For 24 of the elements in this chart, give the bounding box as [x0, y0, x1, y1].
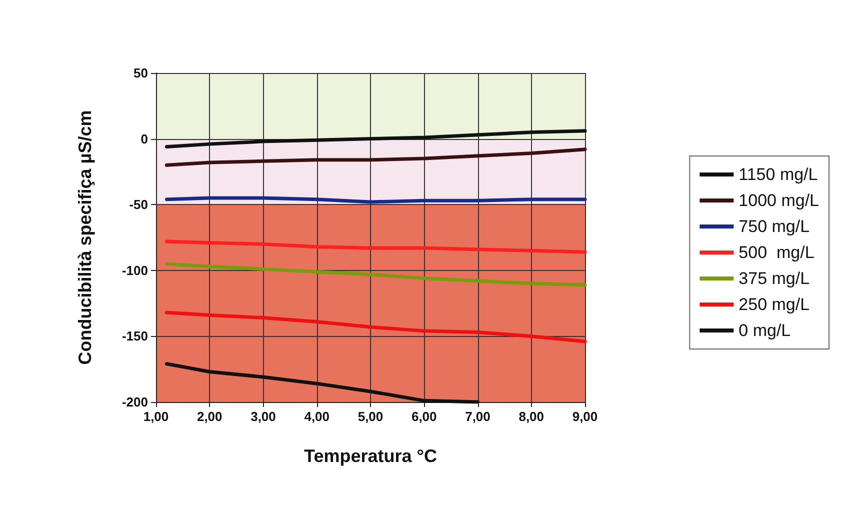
y-tick-label: -150: [122, 328, 148, 344]
legend-label: 500 mg/L: [738, 243, 814, 262]
legend-label: 375 mg/L: [738, 269, 810, 288]
x-tick-label: 6,00: [411, 409, 437, 424]
x-tick-label: 9,00: [572, 409, 598, 424]
y-tick-label: 0: [140, 131, 148, 146]
x-tick-label: 7,00: [465, 409, 490, 424]
y-tick-label: -200: [122, 394, 148, 410]
x-tick-label: 3,00: [250, 409, 276, 424]
legend-label: 0 mg/L: [738, 321, 791, 340]
x-tick-label: 5,00: [358, 409, 384, 424]
y-tick-label: -50: [129, 197, 148, 212]
x-tick-label: 4,00: [304, 409, 330, 424]
legend-label: 250 mg/L: [738, 295, 810, 314]
y-tick-label: 50: [134, 66, 148, 80]
legend-label: 1000 mg/L: [738, 191, 820, 210]
x-tick-label: 1,00: [143, 409, 169, 424]
x-tick-label: 8,00: [518, 409, 544, 424]
x-tick-label: 2,00: [196, 409, 222, 424]
legend-label: 750 mg/L: [738, 217, 810, 236]
y-tick-label: -100: [122, 262, 148, 278]
y-axis-title: Conducibilità specifiça µS/cm: [75, 110, 95, 365]
x-axis-title: Temperatura °C: [304, 446, 437, 466]
legend-label: 1150 mg/L: [738, 165, 818, 184]
